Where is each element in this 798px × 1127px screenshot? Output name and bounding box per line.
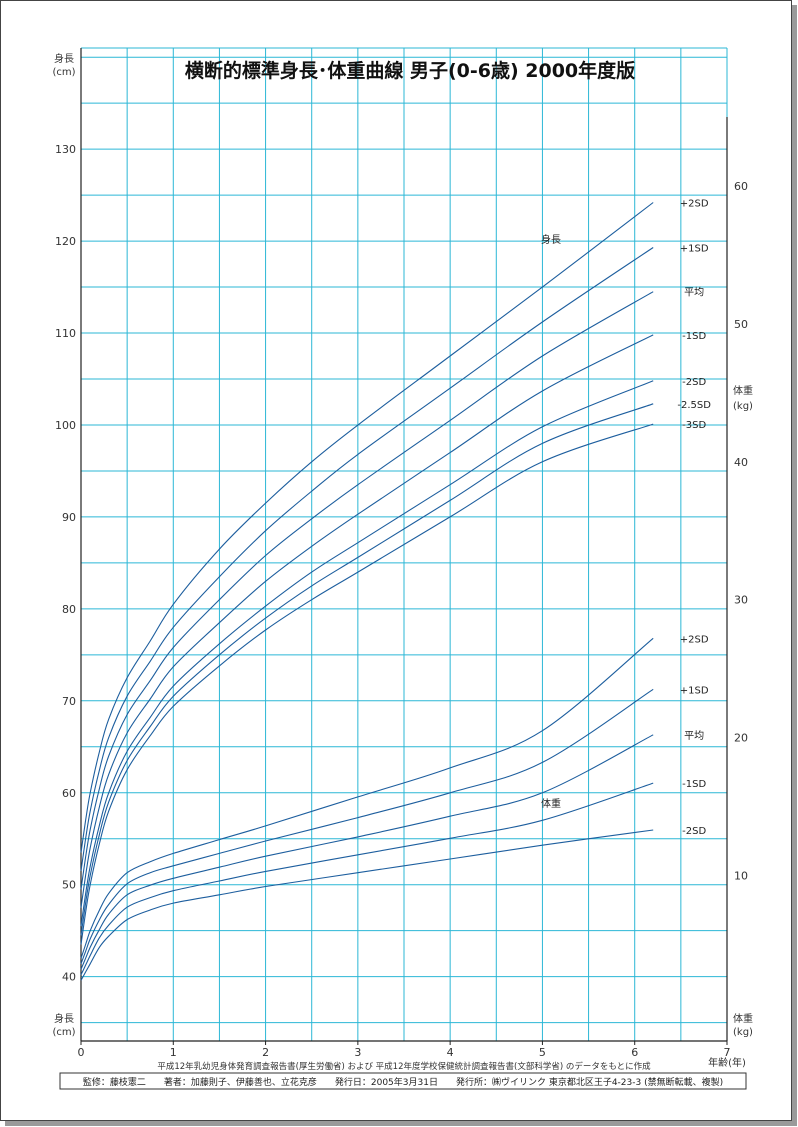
height-tick-label: 40: [62, 971, 76, 984]
height-curve: [80, 403, 654, 936]
height-curve: [80, 423, 654, 945]
height-tick-label: 80: [62, 603, 76, 616]
labels: 0 1 2 3 4 5 6 7 40 50 60 70 80 90 100 110 120 130 10 20 30 40…: [55, 143, 748, 1059]
weight-tick-label: 50: [734, 318, 748, 331]
weight-curve-label: +1SD: [680, 685, 709, 696]
x-tick-label: 5: [539, 1046, 546, 1059]
height-tick-label: 120: [55, 235, 76, 248]
x-tick-label: 4: [447, 1046, 454, 1059]
height-curve: [80, 202, 654, 853]
x-tick-label: 6: [631, 1046, 638, 1059]
weight-axis-label-bottom: 体重: [733, 1012, 753, 1025]
credits: 監修：藤枝憲二 著者：加藤則子、伊藤善也、立花克彦 発行日：2005年3月31日…: [83, 1076, 723, 1088]
height-curve-label: -1SD: [682, 331, 706, 342]
weight-curve: [80, 688, 654, 964]
x-tick-label: 0: [78, 1046, 85, 1059]
weight-group-label: 体重: [541, 797, 561, 810]
height-tick-label: 90: [62, 511, 76, 524]
height-axis-unit-top: (cm): [52, 67, 75, 78]
weight-tick-label: 40: [734, 456, 748, 469]
x-tick-label: 3: [354, 1046, 361, 1059]
height-curve: [80, 291, 654, 890]
height-axis-unit-bottom: (cm): [52, 1027, 75, 1038]
weight-tick-label: 60: [734, 180, 748, 193]
weight-tick-label: 20: [734, 732, 748, 745]
x-tick-label: 2: [262, 1046, 269, 1059]
chart-title: 横断的標準身長･体重曲線 男子(0-6歳) 2000年度版: [185, 59, 635, 82]
weight-curve: [80, 829, 654, 981]
height-curve-label: -2.5SD: [677, 400, 711, 411]
weight-axis-unit-top: (kg): [733, 401, 753, 412]
height-group-label: 身長: [541, 233, 561, 246]
weight-curve-label: 平均: [684, 730, 704, 742]
height-curve: [80, 380, 654, 927]
height-curve-label: +2SD: [680, 198, 709, 209]
height-tick-label: 110: [55, 327, 76, 340]
curves: [80, 202, 654, 981]
source-note: 平成12年乳幼児身体発育調査報告書(厚生労働省) および 平成12年度学校保健統…: [157, 1061, 651, 1072]
height-axis-label-top: 身長: [54, 52, 74, 65]
height-curve: [80, 247, 654, 871]
height-tick-label: 50: [62, 879, 76, 892]
x-tick-label: 7: [724, 1046, 731, 1059]
height-curve-label: 平均: [684, 287, 704, 299]
height-curve-label: -2SD: [682, 377, 706, 388]
weight-curve-label: -2SD: [682, 826, 706, 837]
height-tick-label: 70: [62, 695, 76, 708]
x-tick-label: 1: [170, 1046, 177, 1059]
height-tick-label: 100: [55, 419, 76, 432]
height-curve-label: +1SD: [680, 244, 709, 255]
height-tick-label: 60: [62, 787, 76, 800]
weight-axis-label-top: 体重: [733, 384, 753, 397]
height-curve: [80, 334, 654, 908]
weight-curve: [80, 637, 654, 959]
credits-box: [59, 1072, 747, 1090]
x-axis-label: 年齢(年): [708, 1056, 746, 1069]
axes: [80, 48, 728, 1045]
height-tick-label: 130: [55, 143, 76, 156]
weight-curve-label: +2SD: [680, 634, 709, 645]
weight-curve: [80, 782, 654, 976]
weight-tick-label: 10: [734, 870, 748, 883]
weight-curve-label: -1SD: [682, 779, 706, 790]
height-curve-label: -3SD: [682, 420, 706, 431]
weight-axis-unit-bottom: (kg): [733, 1027, 753, 1038]
height-axis-label-bottom: 身長: [54, 1012, 74, 1025]
weight-curve: [80, 734, 654, 970]
weight-tick-label: 30: [734, 594, 748, 607]
